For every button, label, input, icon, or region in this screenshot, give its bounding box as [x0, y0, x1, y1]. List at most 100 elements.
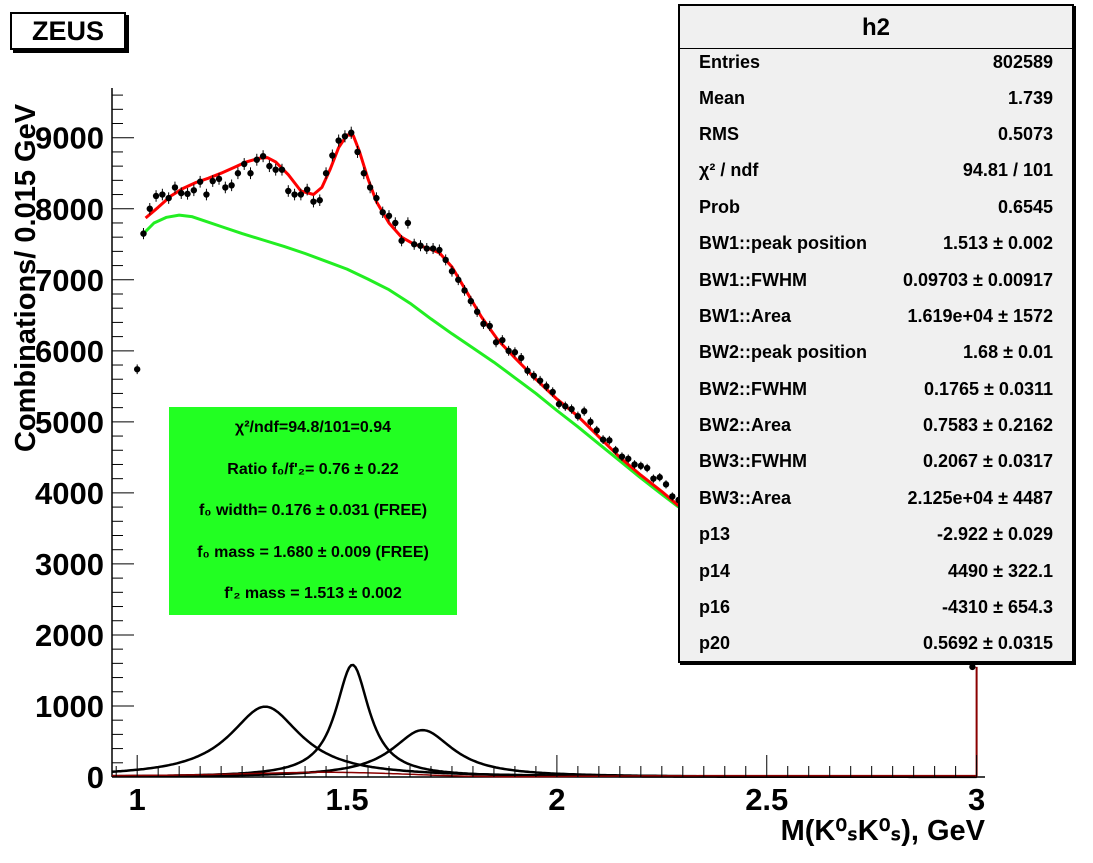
data-point: [392, 219, 399, 227]
stat-value: 802589: [992, 52, 1053, 72]
y-tick-label: 7000: [35, 263, 104, 298]
data-point: [203, 191, 210, 198]
stat-value: 1.513 ± 0.002: [943, 233, 1053, 253]
data-point: [505, 347, 512, 355]
y-tick-label: 2000: [35, 618, 104, 653]
stat-value: 0.5692 ± 0.0315: [923, 633, 1053, 653]
stat-label: BW1::peak position: [699, 233, 868, 253]
stat-value: 1.739: [1007, 88, 1053, 108]
stat-label: BW2::Area: [699, 415, 792, 435]
data-point: [656, 474, 663, 481]
fit-result-line: χ²/ndf=94.8/101=0.94: [235, 419, 391, 436]
stat-label: BW3::FWHM: [699, 451, 807, 471]
x-tick-label: 2.5: [745, 782, 788, 817]
data-point: [253, 156, 261, 163]
data-point: [404, 219, 412, 227]
x-tick-label: 1: [129, 782, 146, 817]
data-point: [398, 237, 405, 244]
stat-value: 0.1765 ± 0.0311: [924, 379, 1053, 399]
stat-row: Entries 802589: [680, 44, 1072, 80]
stat-row: p16 -4310 ± 654.3: [680, 589, 1072, 625]
y-tick-label: 0: [87, 760, 104, 795]
data-point: [379, 209, 386, 216]
data-point: [442, 256, 449, 264]
stat-value: 2.125e+04 ± 4487: [907, 488, 1053, 508]
x-tick-label: 3: [968, 782, 985, 817]
stat-label: BW3::Area: [699, 488, 792, 508]
fit-result-line: f₀ mass = 1.680 ± 0.009 (FREE): [197, 543, 429, 561]
bw-component-curve: [111, 705, 977, 778]
fit-results-box: χ²/ndf=94.8/101=0.94 Ratio f₀/f'₂= 0.76 …: [169, 407, 457, 615]
data-point: [492, 339, 500, 346]
data-point: [259, 152, 267, 160]
stat-row: RMS 0.5073: [680, 116, 1072, 152]
data-point: [555, 400, 563, 408]
stat-value: 0.5073: [997, 124, 1053, 144]
data-point: [146, 205, 153, 212]
data-point: [341, 133, 349, 140]
stat-label: Entries: [699, 52, 761, 72]
data-point: [467, 297, 475, 305]
stat-value: 0.09703 ± 0.00917: [902, 270, 1053, 290]
stat-label: BW2::FWHM: [699, 379, 807, 399]
data-point: [366, 184, 374, 191]
data-point: [291, 191, 298, 198]
stat-label: p20: [699, 633, 731, 653]
stats-box-title: h2: [680, 6, 1072, 49]
data-point: [159, 191, 166, 198]
data-point: [643, 464, 651, 472]
data-point: [429, 245, 437, 252]
stat-value: 1.68 ± 0.01: [963, 342, 1053, 362]
data-point: [631, 461, 638, 468]
stat-value: 4490 ± 322.1: [948, 561, 1053, 581]
data-point: [278, 166, 286, 173]
stat-label: p16: [699, 597, 731, 617]
fit-result-line: Ratio f₀/f'₂= 0.76 ± 0.22: [227, 460, 399, 478]
data-point: [247, 170, 254, 177]
data-point: [593, 427, 600, 434]
y-tick-label: 5000: [35, 405, 104, 440]
data-point: [461, 287, 468, 294]
stat-row: p13 -2.922 ± 0.029: [680, 516, 1072, 552]
stat-value: 0.2067 ± 0.0317: [923, 451, 1053, 471]
stat-row: BW1::Area 1.619e+04 ± 1572: [680, 298, 1072, 334]
x-tick-label: 1.5: [325, 782, 368, 817]
data-point: [178, 189, 185, 197]
data-point: [524, 367, 531, 374]
data-point: [549, 388, 556, 396]
data-point: [625, 455, 632, 462]
data-point: [196, 178, 204, 185]
y-tick-label: 4000: [35, 476, 104, 511]
stats-box: h2 Entries 802589 Mean 1.739 RMS 0.5073 χ² …: [678, 4, 1074, 663]
stat-value: 1.619e+04 ± 1572: [907, 306, 1053, 326]
data-point: [209, 177, 216, 185]
data-point: [152, 192, 160, 200]
data-point: [518, 354, 525, 362]
data-point: [574, 412, 582, 420]
data-point: [373, 194, 380, 202]
stat-value: -2.922 ± 0.029: [937, 524, 1053, 544]
data-point: [133, 366, 141, 373]
interference-curve: [112, 771, 977, 778]
data-point: [222, 184, 229, 191]
stat-row: χ² / ndf 94.81 / 101: [680, 152, 1072, 188]
data-point: [228, 182, 235, 189]
data-point: [580, 407, 588, 415]
stat-label: Mean: [699, 88, 746, 108]
stat-row: BW3::Area 2.125e+04 ± 4487: [680, 480, 1072, 516]
data-point: [184, 190, 191, 198]
y-tick-label: 1000: [35, 689, 104, 724]
stat-label: BW1::FWHM: [699, 270, 807, 290]
data-point: [455, 276, 462, 283]
data-point: [234, 170, 242, 177]
stat-value: -4310 ± 654.3: [942, 597, 1053, 617]
data-point: [599, 436, 607, 443]
stat-label: BW2::peak position: [699, 342, 868, 362]
stat-row: Prob 0.6545: [680, 189, 1072, 225]
data-point: [360, 170, 368, 177]
data-point: [266, 162, 273, 170]
y-tick-label: 8000: [35, 192, 104, 227]
data-point: [562, 403, 569, 410]
data-point: [480, 320, 487, 328]
data-point: [969, 663, 976, 671]
